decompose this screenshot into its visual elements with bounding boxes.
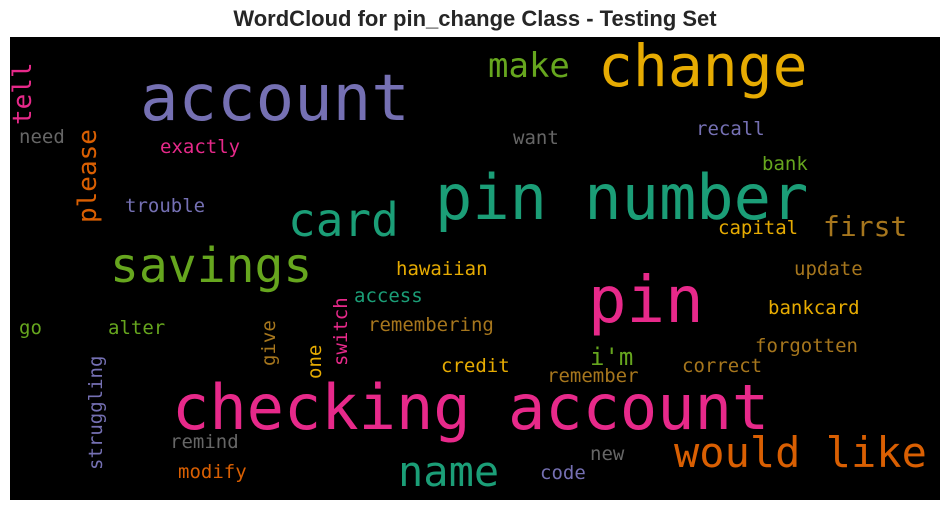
word-im: i'm [590,343,634,371]
word-remind: remind [170,431,239,453]
word-please: please [73,129,103,223]
word-bank: bank [762,153,808,175]
word-alter: alter [108,317,166,339]
word-switch: switch [330,297,352,366]
word-credit: credit [441,355,510,377]
word-pin-number: pin number [435,161,809,234]
word-new: new [590,443,625,465]
word-code: code [540,462,586,484]
word-account: account [140,62,410,136]
word-modify: modify [178,461,247,483]
word-cloud: account change make tell need exactly wa… [10,37,940,500]
word-hawaiian: hawaiian [396,258,488,280]
word-go: go [19,317,42,339]
word-bankcard: bankcard [768,297,860,319]
word-change: change [598,37,808,100]
word-need: need [19,126,65,148]
word-card: card [288,193,399,247]
word-update: update [794,258,863,280]
word-remembering: remembering [368,314,494,336]
word-exactly: exactly [160,136,241,158]
word-first: first [823,210,908,243]
word-name: name [398,447,500,496]
word-remember: remember [547,365,639,387]
word-would-like: would like [674,428,927,477]
word-make: make [488,46,570,86]
word-capital: capital [718,217,799,239]
word-access: access [354,285,423,307]
word-tell: tell [10,62,38,125]
word-give: give [258,320,280,366]
word-savings: savings [110,238,313,294]
word-correct: correct [682,355,763,377]
word-forgotten: forgotten [755,335,858,357]
word-trouble: trouble [125,195,206,217]
chart-title: WordCloud for pin_change Class - Testing… [233,6,717,31]
word-struggling: struggling [85,355,107,470]
word-want: want [513,127,559,149]
word-recall: recall [696,118,765,140]
word-pin: pin [588,264,704,338]
word-checking-account: checking account [172,371,770,444]
